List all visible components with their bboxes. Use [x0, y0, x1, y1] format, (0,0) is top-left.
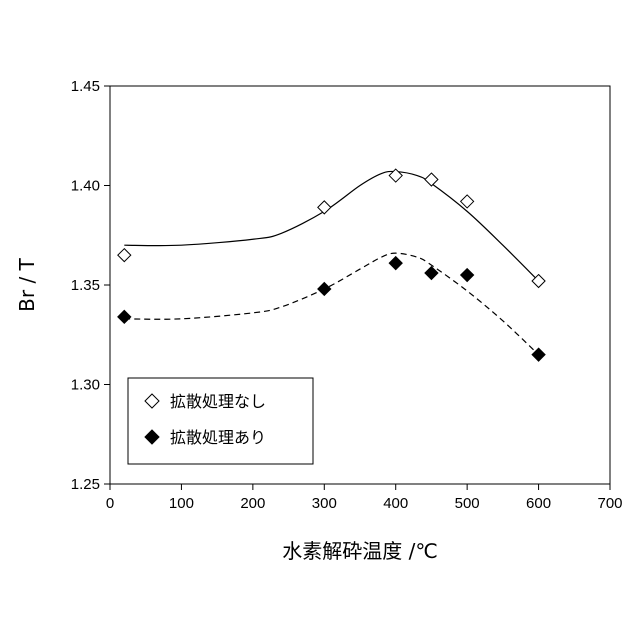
- legend-label-no-diffusion: 拡散処理なし: [170, 392, 266, 411]
- x-tick-label: 0: [106, 495, 114, 512]
- x-tick-label: 700: [597, 495, 622, 512]
- y-tick-label: 1.45: [71, 78, 100, 95]
- x-axis-title: 水素解砕温度 /℃: [282, 539, 438, 563]
- y-tick-label: 1.25: [71, 476, 100, 493]
- x-axis-ticks: 0 100 200 300 400 500 600 700: [106, 484, 623, 512]
- y-tick-label: 1.35: [71, 277, 100, 294]
- legend: 拡散処理なし 拡散処理あり: [128, 378, 313, 464]
- legend-box: [128, 378, 313, 464]
- y-tick-label: 1.30: [71, 377, 100, 394]
- x-tick-label: 100: [169, 495, 194, 512]
- x-tick-label: 300: [312, 495, 337, 512]
- y-axis-ticks: 1.25 1.30 1.35 1.40 1.45: [71, 78, 110, 493]
- y-axis-title: Br / T: [15, 257, 39, 311]
- x-tick-label: 600: [526, 495, 551, 512]
- x-tick-label: 200: [240, 495, 265, 512]
- y-tick-label: 1.40: [71, 178, 100, 195]
- legend-label-with-diffusion: 拡散処理あり: [170, 428, 266, 447]
- x-tick-label: 400: [383, 495, 408, 512]
- x-tick-label: 500: [455, 495, 480, 512]
